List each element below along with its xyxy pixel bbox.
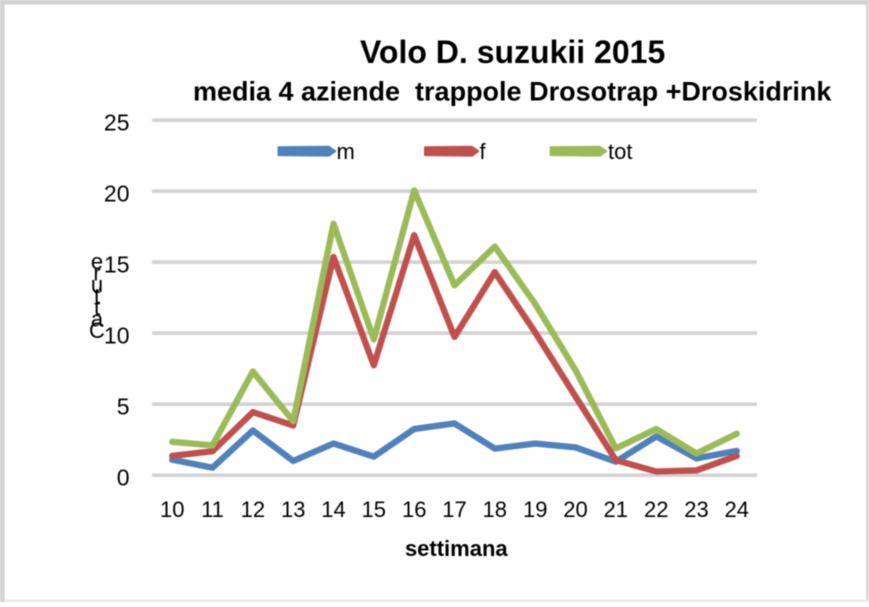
svg-text:10: 10	[104, 322, 130, 348]
svg-text:15: 15	[362, 497, 386, 522]
svg-text:23: 23	[684, 497, 708, 522]
svg-text:Volo D. suzukii 2015: Volo D. suzukii 2015	[360, 34, 665, 70]
svg-text:12: 12	[241, 497, 265, 522]
svg-text:17: 17	[442, 497, 466, 522]
svg-text:25: 25	[104, 109, 130, 135]
svg-text:t: t	[94, 295, 100, 320]
svg-text:r: r	[93, 261, 100, 286]
svg-text:t: t	[94, 284, 100, 309]
svg-text:22: 22	[644, 497, 668, 522]
svg-text:media 4 aziende trappole Dros: media 4 aziende trappole Drosotrap +Dros…	[193, 77, 832, 107]
svg-text:a: a	[91, 307, 104, 332]
svg-text:16: 16	[402, 497, 426, 522]
svg-text:u: u	[91, 272, 103, 297]
svg-text:tot: tot	[608, 139, 632, 164]
svg-text:13: 13	[281, 497, 305, 522]
svg-text:21: 21	[604, 497, 628, 522]
svg-text:18: 18	[483, 497, 507, 522]
svg-text:5: 5	[117, 394, 130, 420]
svg-text:11: 11	[201, 497, 224, 522]
svg-text:m: m	[337, 139, 355, 164]
svg-text:settimana: settimana	[405, 536, 508, 561]
svg-text:24: 24	[725, 497, 749, 522]
svg-text:10: 10	[160, 497, 184, 522]
svg-text:20: 20	[104, 180, 130, 206]
svg-text:15: 15	[104, 251, 130, 277]
svg-text:f: f	[480, 139, 487, 164]
svg-text:e: e	[91, 249, 103, 274]
svg-text:C: C	[89, 318, 105, 343]
svg-text:19: 19	[523, 497, 547, 522]
svg-text:20: 20	[563, 497, 587, 522]
svg-text:0: 0	[117, 465, 130, 491]
svg-text:14: 14	[321, 497, 345, 522]
